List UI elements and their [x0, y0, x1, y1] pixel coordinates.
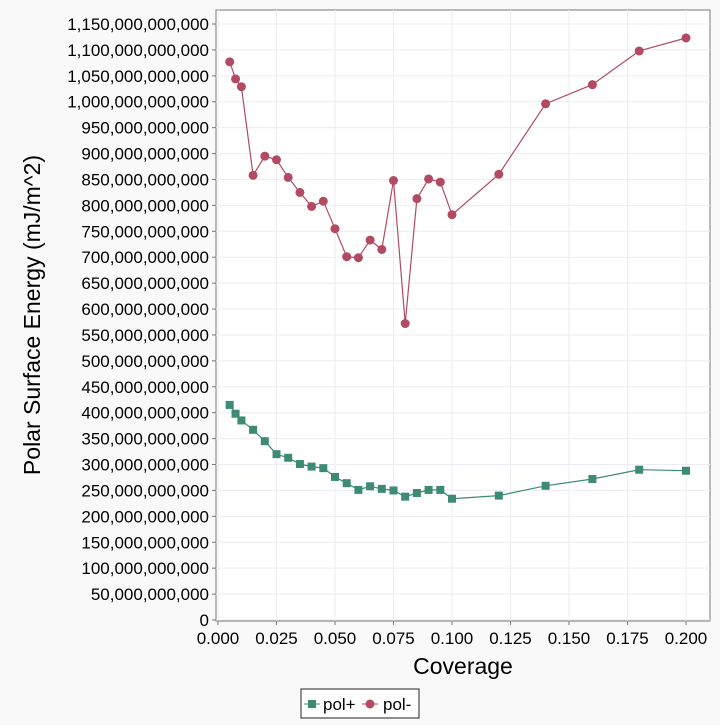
- pol-minus-point: [447, 210, 457, 220]
- pol-plus-point: [284, 453, 293, 462]
- y-tick-label: 750,000,000,000: [81, 222, 209, 241]
- pol-minus-point: [295, 187, 305, 197]
- pol-plus-point: [307, 462, 316, 471]
- pol-plus-point: [494, 491, 503, 500]
- pol-plus-point: [412, 489, 421, 498]
- y-tick-label: 50,000,000,000: [91, 585, 209, 604]
- pol-plus-point: [448, 494, 456, 503]
- pol-minus-point: [283, 172, 293, 182]
- legend-pol-minus-marker: [365, 699, 375, 709]
- pol-plus-point: [377, 484, 386, 493]
- x-tick-label: 0.125: [489, 629, 532, 648]
- pol-minus-point: [541, 99, 551, 109]
- pol-minus-point: [435, 177, 445, 187]
- y-tick-label: 400,000,000,000: [81, 404, 209, 423]
- pol-plus-point: [541, 481, 550, 490]
- pol-minus-point: [248, 170, 258, 180]
- pol-plus-point: [295, 460, 304, 469]
- pol-plus-point: [366, 482, 375, 491]
- x-tick-label: 0.075: [372, 629, 415, 648]
- pol-minus-point: [330, 224, 340, 234]
- y-tick-label: 1,100,000,000,000: [67, 41, 209, 60]
- pol-minus-point: [494, 169, 504, 179]
- pol-minus-point: [272, 155, 281, 165]
- pol-plus-point: [424, 485, 433, 494]
- pol-plus-point: [331, 472, 339, 481]
- pol-plus-point: [342, 479, 351, 488]
- pol-plus-point: [249, 425, 258, 434]
- pol-minus-point: [681, 33, 691, 43]
- y-tick-label: 300,000,000,000: [81, 456, 209, 475]
- pol-minus-point: [424, 174, 434, 184]
- y-tick-label: 0: [200, 611, 209, 630]
- pol-minus-point: [342, 252, 352, 262]
- pol-plus-point: [436, 485, 445, 494]
- y-axis-title: Polar Surface Energy (mJ/m^2): [19, 155, 45, 475]
- y-tick-label: 600,000,000,000: [81, 300, 209, 319]
- x-axis-title: Coverage: [413, 653, 513, 679]
- y-tick-label: 150,000,000,000: [81, 533, 209, 552]
- pol-minus-point: [260, 151, 270, 161]
- pol-plus-point: [635, 465, 644, 474]
- grid-layer: [216, 10, 710, 621]
- pol-plus-point: [354, 485, 363, 494]
- pol-plus-point: [319, 464, 328, 473]
- pol-minus-point: [353, 253, 363, 263]
- pol-minus-point: [587, 80, 597, 90]
- x-tick-label: 0.150: [548, 629, 591, 648]
- y-tick-label: 550,000,000,000: [81, 326, 209, 345]
- pol-plus-point: [272, 450, 281, 459]
- pol-minus-point: [400, 319, 410, 329]
- pol-minus-point: [634, 46, 644, 56]
- y-tick-label: 650,000,000,000: [81, 274, 209, 293]
- pol-plus-point: [237, 416, 246, 425]
- legend-pol-plus-label: pol+: [323, 695, 356, 714]
- y-tick-label: 800,000,000,000: [81, 196, 209, 215]
- pol-minus-point: [365, 235, 375, 245]
- series-layer: [225, 33, 691, 503]
- x-tick-label: 0.000: [197, 629, 240, 648]
- y-tick-label: 950,000,000,000: [81, 119, 209, 138]
- y-tick-label: 450,000,000,000: [81, 378, 209, 397]
- pol-minus-point: [236, 82, 246, 92]
- y-tick-label: 350,000,000,000: [81, 430, 209, 449]
- pol-plus-point: [225, 400, 234, 409]
- pol-minus-point: [389, 176, 398, 186]
- legend-pol-plus-marker: [308, 700, 316, 708]
- y-tick-label: 700,000,000,000: [81, 248, 209, 267]
- pol-minus-point: [307, 201, 317, 211]
- pol-plus-point: [389, 486, 398, 495]
- pol-minus-point: [412, 194, 422, 204]
- x-tick-label: 0.200: [665, 629, 708, 648]
- pol-plus-point: [682, 466, 690, 475]
- y-tick-label: 1,150,000,000,000: [67, 15, 209, 34]
- x-tick-label: 0.100: [431, 629, 474, 648]
- pol-minus-point: [231, 74, 241, 84]
- pol-plus-point: [231, 409, 240, 418]
- y-tick-label: 850,000,000,000: [81, 170, 209, 189]
- y-tick-label: 200,000,000,000: [81, 507, 209, 526]
- y-tick-label: 900,000,000,000: [81, 145, 209, 164]
- axis-layer: 0 50,000,000,000 100,000,000,000 150,000,00…: [67, 15, 707, 648]
- pol-plus-point: [260, 437, 269, 446]
- y-tick-label: 1,050,000,000,000: [67, 67, 209, 86]
- pol-minus-point: [318, 196, 328, 206]
- legend-box: [300, 688, 420, 719]
- y-tick-label: 250,000,000,000: [81, 481, 209, 500]
- x-tick-label: 0.175: [606, 629, 649, 648]
- legend-pol-minus-label: pol-: [383, 695, 411, 714]
- pol-minus-point: [377, 244, 387, 254]
- pol-plus-point: [401, 492, 410, 501]
- y-tick-label: 1,000,000,000,000: [67, 93, 209, 112]
- x-tick-label: 0.025: [255, 629, 298, 648]
- pol-minus-point: [225, 57, 235, 67]
- y-tick-label: 500,000,000,000: [81, 352, 209, 371]
- pol-plus-point: [588, 475, 597, 484]
- x-tick-label: 0.050: [314, 629, 357, 648]
- y-tick-label: 100,000,000,000: [81, 559, 209, 578]
- legend: pol+ pol-: [300, 688, 420, 719]
